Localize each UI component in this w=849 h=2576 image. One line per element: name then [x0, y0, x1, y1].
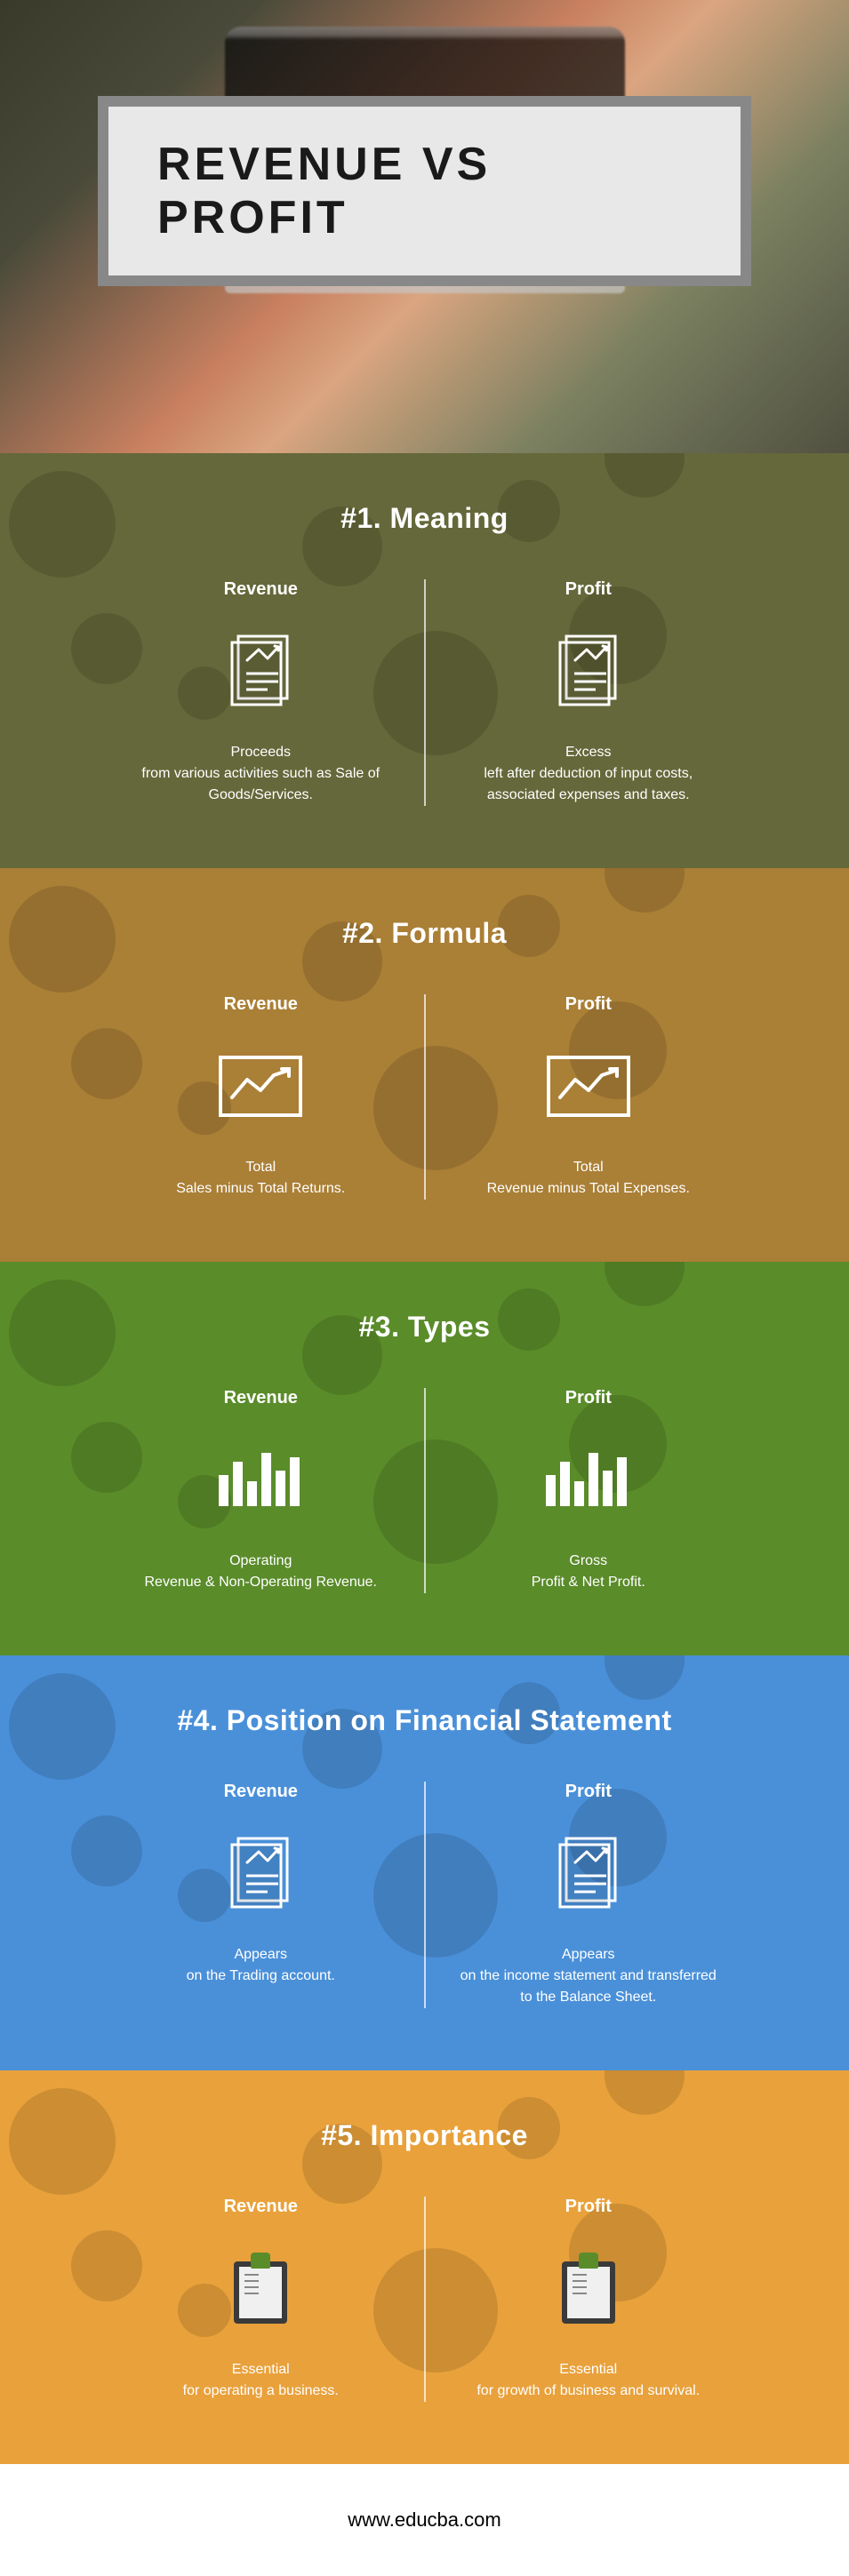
- doc-chart-icon: [124, 631, 397, 711]
- hero-banner: REVENUE VS PROFIT: [0, 0, 849, 453]
- profit-column: Profit Excessleft after deduction of inp…: [426, 579, 752, 806]
- clipboard-icon: [453, 2248, 725, 2328]
- revenue-column: Revenue OperatingRevenue & Non-Operating…: [98, 1388, 424, 1593]
- revenue-description: TotalSales minus Total Returns.: [132, 1157, 389, 1200]
- revenue-header: Revenue: [124, 2197, 397, 2217]
- section-3: #3. Types Revenue OperatingRevenue & Non-…: [0, 1262, 849, 1655]
- profit-column: Profit Appearson the income statement an…: [426, 1782, 752, 2008]
- line-chart-icon: [124, 1046, 397, 1126]
- revenue-description: Proceedsfrom various activities such as …: [132, 742, 389, 806]
- revenue-header: Revenue: [124, 579, 397, 600]
- line-chart-icon: [453, 1046, 725, 1126]
- profit-description: Excessleft after deduction of input cost…: [460, 742, 717, 806]
- revenue-column: Revenue Proceedsfrom various activities …: [98, 579, 424, 806]
- section-title: #4. Position on Financial Statement: [98, 1704, 751, 1737]
- doc-chart-icon: [124, 1833, 397, 1913]
- doc-chart-icon: [453, 1833, 725, 1913]
- profit-description: Appearson the income statement and trans…: [460, 1944, 717, 2008]
- revenue-header: Revenue: [124, 1388, 397, 1408]
- profit-header: Profit: [453, 1388, 725, 1408]
- profit-header: Profit: [453, 1782, 725, 1802]
- revenue-column: Revenue TotalSales minus Total Returns.: [98, 994, 424, 1200]
- footer-url: www.educba.com: [0, 2464, 849, 2576]
- section-1: #1. Meaning Revenue Proceedsfrom various …: [0, 453, 849, 868]
- profit-description: TotalRevenue minus Total Expenses.: [460, 1157, 717, 1200]
- revenue-description: OperatingRevenue & Non-Operating Revenue…: [132, 1551, 389, 1593]
- section-title: #1. Meaning: [98, 502, 751, 535]
- profit-header: Profit: [453, 579, 725, 600]
- profit-description: GrossProfit & Net Profit.: [460, 1551, 717, 1593]
- bar-chart-icon: [124, 1440, 397, 1519]
- revenue-header: Revenue: [124, 1782, 397, 1802]
- revenue-column: Revenue Essentialfor operating a busines…: [98, 2197, 424, 2402]
- revenue-header: Revenue: [124, 994, 397, 1015]
- profit-header: Profit: [453, 994, 725, 1015]
- revenue-column: Revenue Appearson the Trading account.: [98, 1782, 424, 2008]
- section-title: #3. Types: [98, 1311, 751, 1344]
- title-box: REVENUE VS PROFIT: [98, 96, 751, 286]
- section-2: #2. Formula Revenue TotalSales minus Tota…: [0, 868, 849, 1262]
- revenue-description: Appearson the Trading account.: [132, 1944, 389, 1987]
- profit-description: Essentialfor growth of business and surv…: [460, 2359, 717, 2402]
- section-title: #2. Formula: [98, 917, 751, 950]
- profit-column: Profit TotalRevenue minus Total Expenses…: [426, 994, 752, 1200]
- clipboard-icon: [124, 2248, 397, 2328]
- bar-chart-icon: [453, 1440, 725, 1519]
- doc-chart-icon: [453, 631, 725, 711]
- revenue-description: Essentialfor operating a business.: [132, 2359, 389, 2402]
- profit-header: Profit: [453, 2197, 725, 2217]
- page-title: REVENUE VS PROFIT: [157, 138, 692, 244]
- section-5: #5. Importance Revenue Essentialfor opera…: [0, 2070, 849, 2464]
- section-4: #4. Position on Financial Statement Reven…: [0, 1655, 849, 2070]
- profit-column: Profit GrossProfit & Net Profit.: [426, 1388, 752, 1593]
- profit-column: Profit Essentialfor growth of business a…: [426, 2197, 752, 2402]
- section-title: #5. Importance: [98, 2119, 751, 2152]
